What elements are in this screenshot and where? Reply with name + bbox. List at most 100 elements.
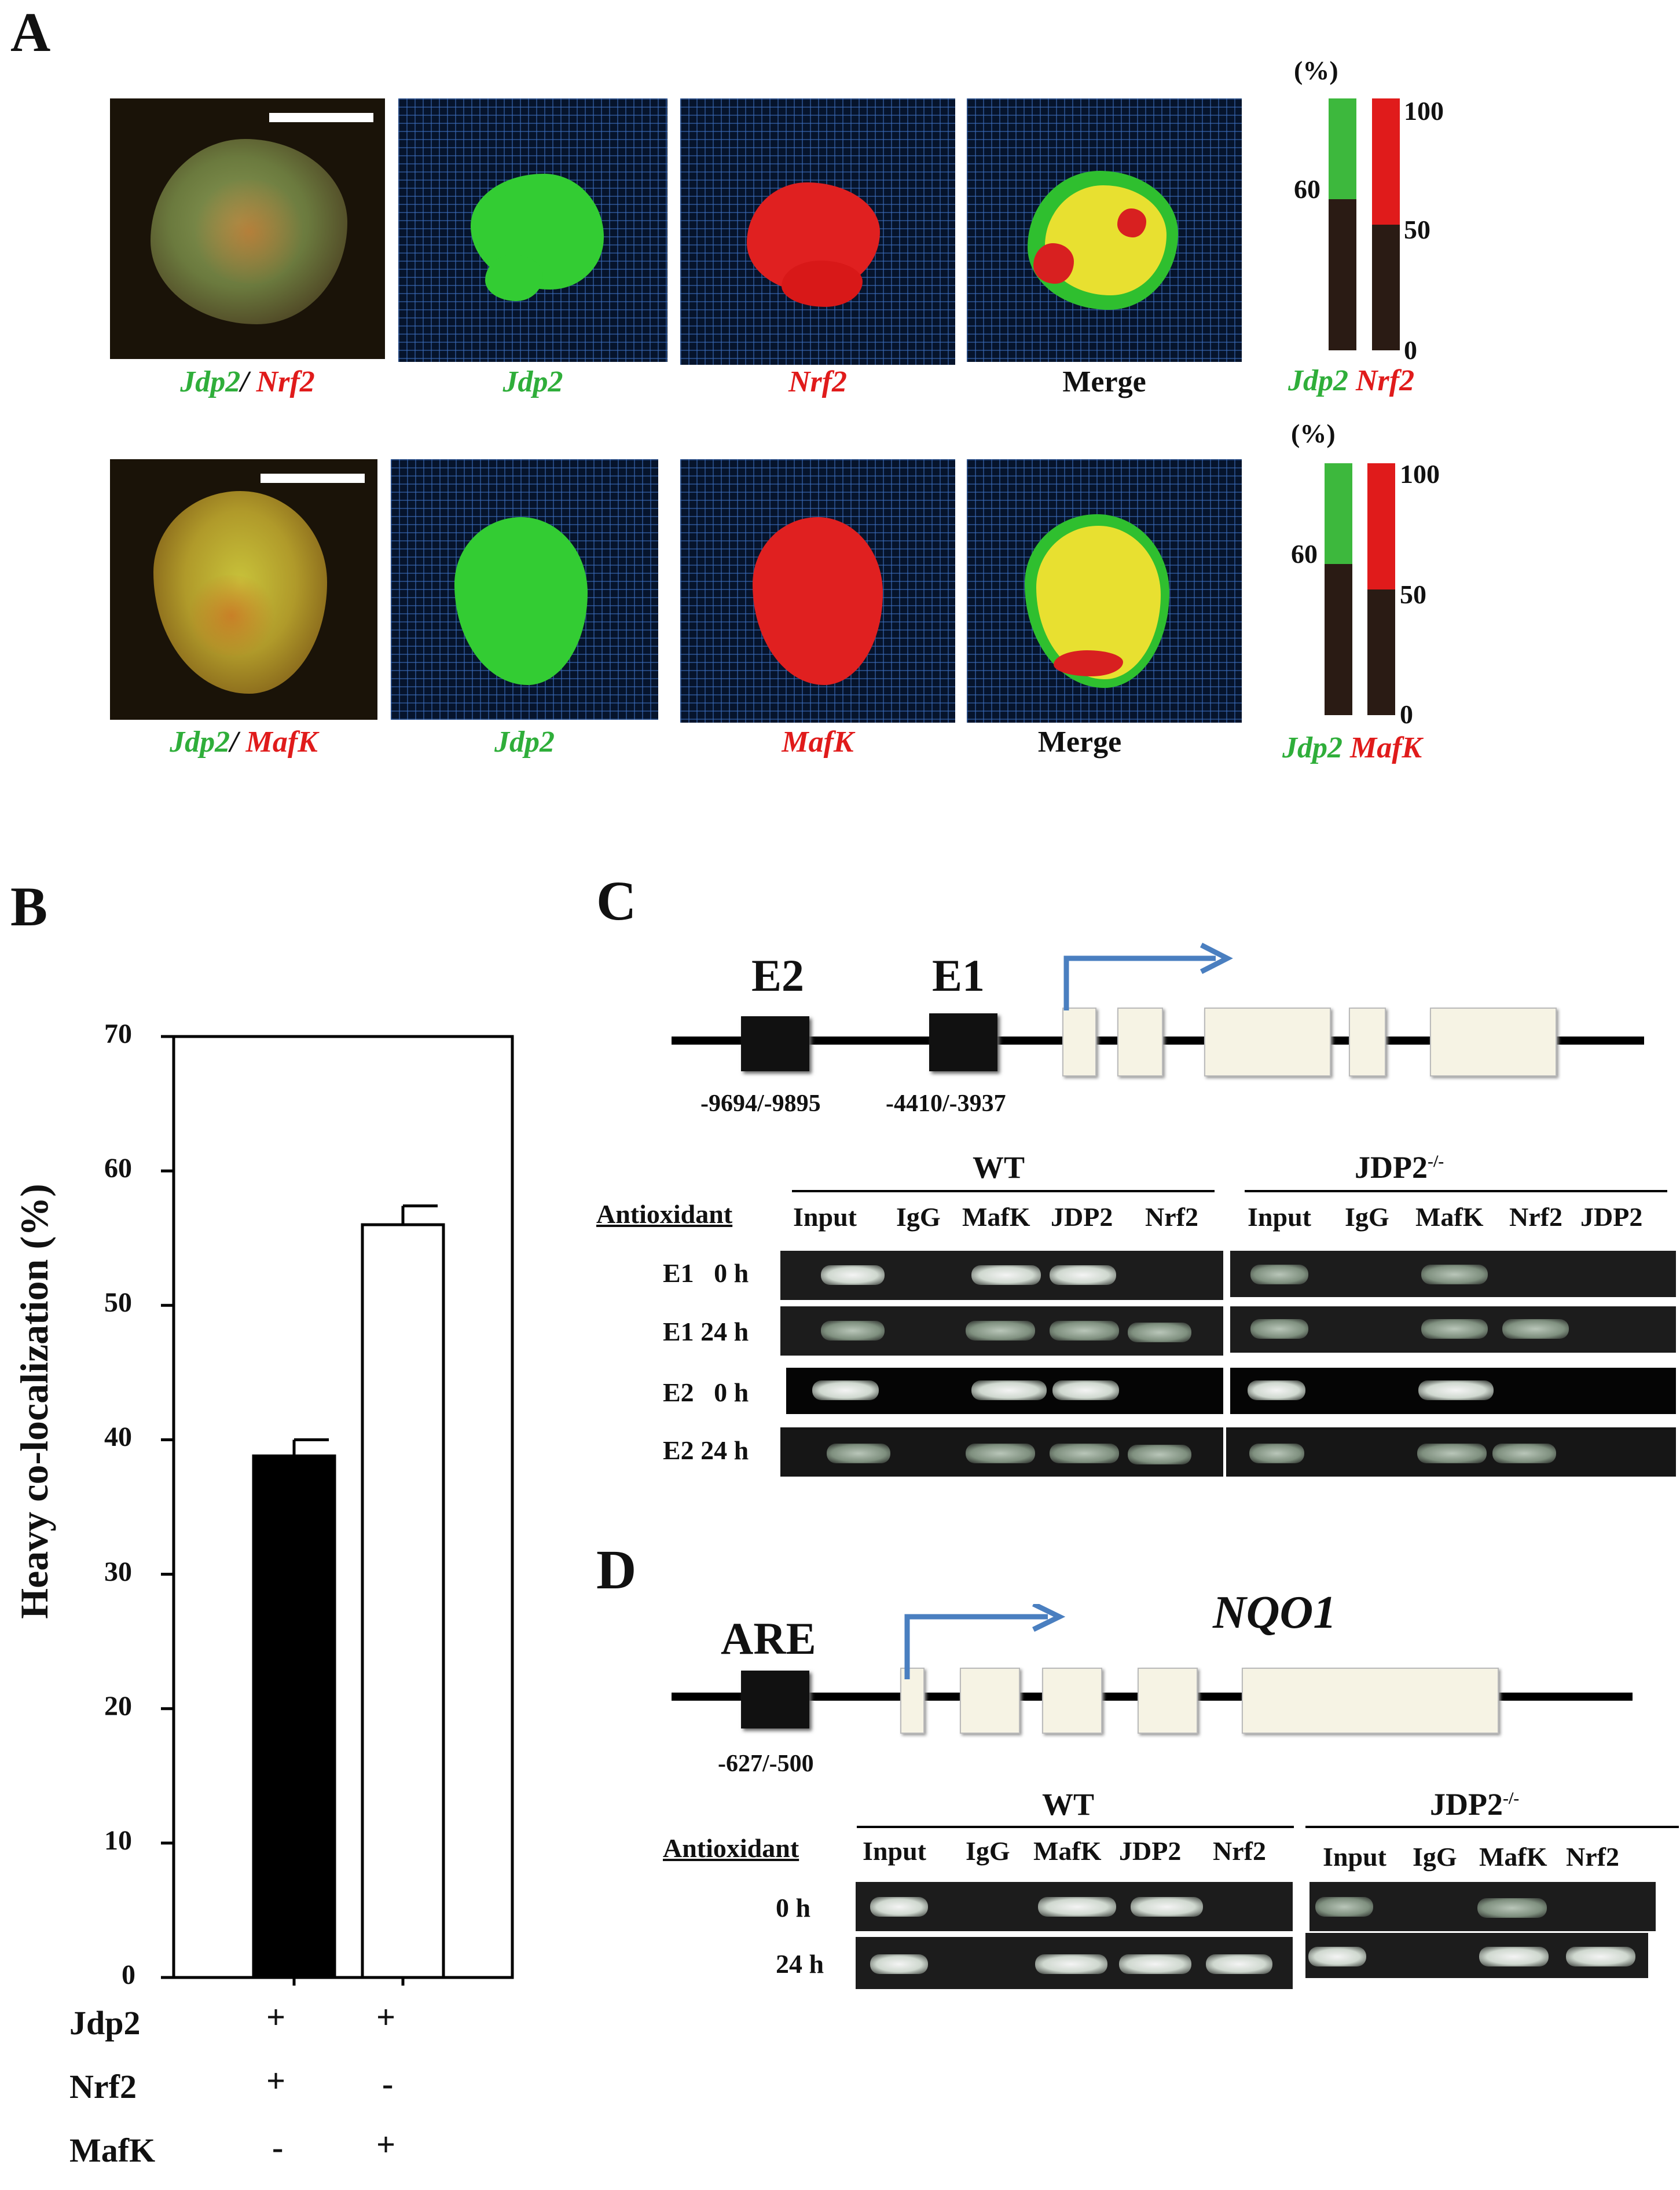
caption-nrf2-grid: Nrf2 — [788, 365, 848, 398]
lane-nrf2: Nrf2 — [1566, 1842, 1619, 1872]
lane-igg: IgG — [896, 1202, 941, 1232]
row-label-e1-24h: E1 24 h — [663, 1317, 749, 1346]
gel-wt-nqo1-24h — [856, 1937, 1293, 1989]
caption-nrf2: Nrf2 — [256, 365, 315, 398]
stacked-bar-nrf2 — [1372, 98, 1400, 350]
label-e1: E1 — [932, 950, 985, 1001]
exon — [1349, 1008, 1386, 1076]
ko-label: JDP2 — [1430, 1787, 1503, 1822]
caption-slash: / — [240, 365, 249, 398]
exon — [1117, 1008, 1163, 1076]
exon — [1042, 1668, 1102, 1734]
panel-b-chart — [161, 1035, 514, 1986]
caption-jdp2: Jdp2 — [180, 365, 241, 398]
gel-wt-e2-0h — [786, 1368, 1223, 1414]
gel-ko-e1-0h — [1230, 1251, 1676, 1297]
tick-60-2: 60 — [1291, 539, 1318, 569]
caption-mafk: MafK — [245, 726, 318, 759]
lane-input: Input — [1323, 1842, 1386, 1872]
row-label-0h: 0 h — [776, 1893, 811, 1922]
gel-wt-e2-24h — [780, 1427, 1223, 1477]
wt-header-line-d — [857, 1826, 1294, 1828]
gel-ko-e1-24h — [1230, 1306, 1676, 1353]
caption-jdp2: Jdp2 — [170, 726, 230, 759]
row-label-mafk: MafK — [69, 2132, 156, 2169]
bar — [252, 1454, 336, 1979]
stacked-bar-jdp2-2 — [1325, 463, 1352, 715]
gel-wt-e1-24h — [780, 1306, 1223, 1356]
lane-nrf2: Nrf2 — [1509, 1202, 1562, 1232]
are-box — [741, 1671, 809, 1728]
gel-ko-nqo1-0h — [1309, 1882, 1656, 1931]
lane-igg: IgG — [1345, 1202, 1389, 1232]
mark: + — [266, 1998, 286, 2036]
row-label-24h: 24 h — [776, 1949, 824, 1979]
image-jdp2-grid-2 — [391, 459, 658, 720]
stacked-bar-jdp2-green — [1329, 98, 1356, 199]
ko-header-d: JDP2-/- — [1430, 1786, 1519, 1822]
lane-jdp2: JDP2 — [1051, 1202, 1113, 1232]
ytick-label: 50 — [104, 1287, 132, 1318]
tick-50: 50 — [1404, 215, 1430, 244]
lane-mafk: MafK — [1033, 1836, 1102, 1866]
ytick-label: 10 — [104, 1825, 132, 1856]
bar — [361, 1223, 445, 1979]
ytick-label: 60 — [104, 1153, 132, 1184]
gel-ko-nqo1-24h — [1305, 1933, 1648, 1978]
ytick-label: 70 — [104, 1019, 132, 1049]
caption-jdp2-mafk: Jdp2/ MafK — [110, 725, 377, 759]
ko-header-c: JDP2-/- — [1355, 1149, 1444, 1185]
lane-input: Input — [1248, 1202, 1311, 1232]
lane-nrf2: Nrf2 — [1213, 1836, 1266, 1866]
lane-input: Input — [793, 1202, 857, 1232]
ytick-label: 40 — [104, 1422, 132, 1452]
mark: + — [376, 2126, 396, 2163]
legend-nrf2: Nrf2 — [1356, 364, 1415, 397]
gel-wt-e1-0h — [780, 1251, 1223, 1300]
image-merge-grid-2 — [967, 459, 1242, 723]
legend-mafk: MafK — [1350, 731, 1422, 764]
ko-sup: -/- — [1427, 1152, 1444, 1171]
position-e1: -4410/-3937 — [886, 1090, 1006, 1117]
caption-mafk-grid: MafK — [782, 726, 854, 759]
legend-jdp2: Jdp2 — [1288, 364, 1348, 397]
panel-b-letter: B — [10, 876, 48, 937]
image-mafk-grid — [680, 459, 955, 723]
lane-nrf2: Nrf2 — [1145, 1202, 1198, 1232]
row-label-e2-0h: E2 0 h — [663, 1378, 749, 1407]
caption-jdp2-grid: Jdp2 — [502, 365, 563, 398]
panel-a-letter: A — [10, 1, 51, 63]
wt-header-d: WT — [1042, 1787, 1095, 1822]
ko-header-line-d — [1305, 1826, 1679, 1828]
caption-merge-2: Merge — [1037, 726, 1122, 759]
ko-header-line-c — [1245, 1190, 1667, 1192]
lane-jdp2: JDP2 — [1119, 1836, 1182, 1866]
panel-b-ylabel: Heavy co-localization (%) — [12, 1184, 56, 1619]
caption-slash: / — [230, 726, 239, 759]
position-are: -627/-500 — [718, 1750, 814, 1777]
tick-100-2: 100 — [1400, 459, 1440, 489]
row-label-e2-24h: E2 24 h — [663, 1435, 749, 1465]
tss-arrow — [1063, 942, 1233, 1010]
exon — [960, 1668, 1020, 1734]
mark: + — [376, 1998, 396, 2036]
image-jdp2-grid — [398, 98, 667, 362]
bar-legend-row1: Jdp2 Nrf2 — [1288, 364, 1414, 398]
wt-header-line-c — [792, 1190, 1215, 1192]
panel-b-yticklabels: 70 60 50 40 30 20 10 0 — [104, 1018, 156, 1991]
antioxidant-label-d: Antioxidant — [663, 1833, 799, 1863]
lane-input: Input — [863, 1836, 926, 1866]
bar-legend-row2: Jdp2 MafK — [1282, 731, 1422, 765]
ytick-label: 20 — [104, 1691, 132, 1722]
micrograph-jdp2-mafk — [110, 459, 377, 720]
image-merge-grid — [967, 98, 1242, 362]
stacked-bar-mafk-red — [1367, 463, 1395, 589]
label-e2: E2 — [751, 950, 805, 1001]
gel-ko-e2-24h — [1226, 1427, 1676, 1477]
mark: - — [382, 2065, 394, 2103]
row-label-e1-0h: E1 0 h — [663, 1258, 749, 1288]
stacked-bar-jdp2-green-2 — [1325, 463, 1352, 564]
plot-frame — [172, 1035, 514, 1979]
gel-wt-nqo1-0h — [856, 1882, 1293, 1931]
tick-100: 100 — [1404, 96, 1444, 126]
